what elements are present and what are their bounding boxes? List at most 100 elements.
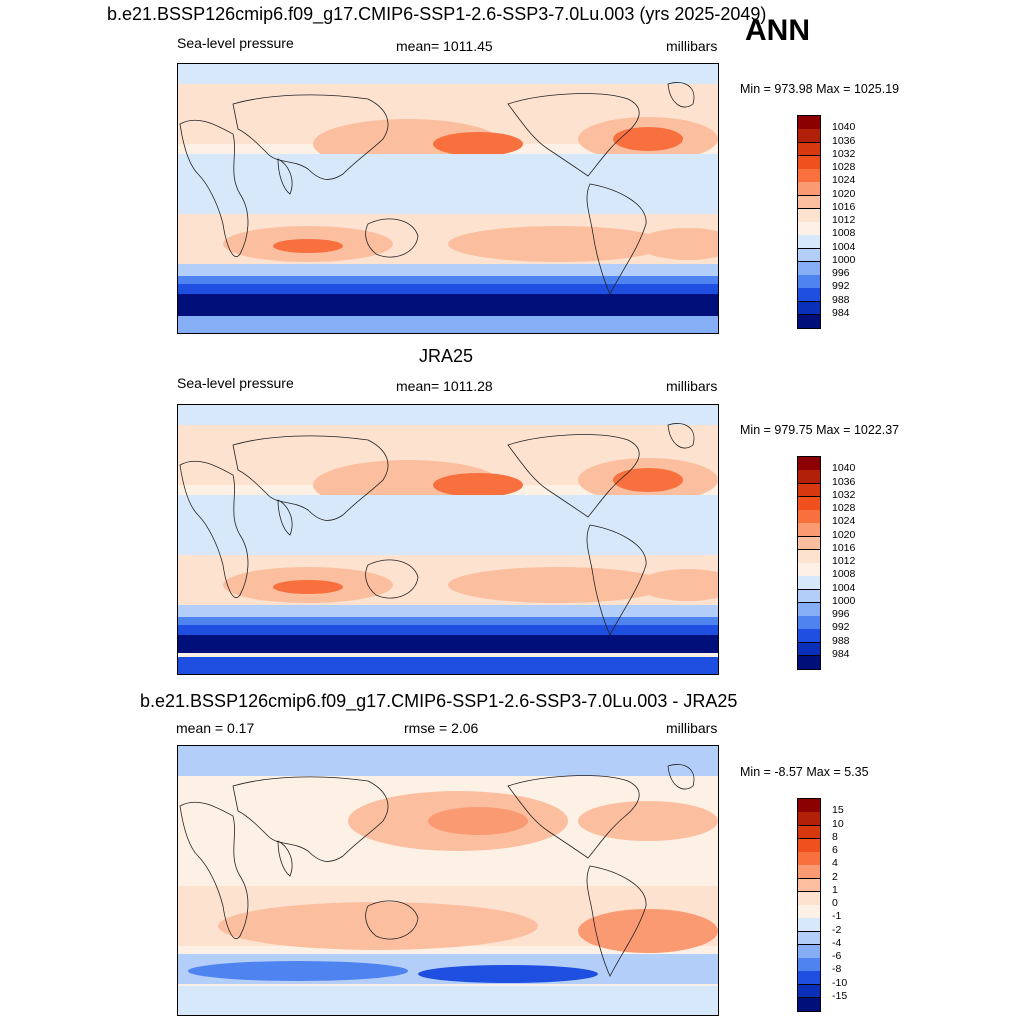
colorbar-swatch [798, 616, 820, 630]
panel3-colorbar [797, 798, 821, 1012]
azores-high-core [613, 468, 683, 492]
colorbar-swatch [798, 642, 820, 657]
colorbar-tick-label: 10 [832, 817, 844, 830]
south-pacific-high [448, 567, 668, 603]
colorbar-tick-label: 996 [832, 608, 850, 620]
pacific-high-core [433, 473, 523, 497]
colorbar-swatch [798, 602, 820, 617]
colorbar-tick-label: 1028 [832, 502, 856, 514]
colorbar-tick-label: 992 [832, 621, 850, 634]
colorbar-swatch [798, 997, 820, 1012]
colorbar-swatch [798, 510, 820, 524]
south-atlantic-high [638, 228, 718, 260]
colorbar-swatch [798, 261, 820, 276]
colorbar-swatch [798, 812, 820, 826]
colorbar-tick-label: -4 [832, 936, 842, 949]
colorbar-tick-label: 4 [832, 857, 838, 870]
colorbar-tick-label: -10 [832, 976, 848, 989]
coastlines [179, 82, 695, 295]
colorbar-swatch [798, 958, 820, 972]
arctic-negative-band [178, 746, 718, 776]
colorbar-swatch [798, 576, 820, 590]
colorbar-swatch [798, 918, 820, 932]
panel2-minmax: Min = 979.75 Max = 1022.37 [740, 423, 900, 437]
indian-high-core [273, 580, 343, 594]
colorbar-swatch [798, 142, 820, 157]
colorbar-tick-label: 1024 [832, 515, 856, 528]
panel1-minmax: Min = 973.98 Max = 1025.19 [740, 82, 900, 96]
panel2-title: JRA25 [419, 346, 474, 366]
colorbar-swatch [798, 523, 820, 537]
colorbar-swatch [798, 483, 820, 498]
southern-gradient-1 [178, 605, 718, 617]
antarctic-band [178, 657, 718, 674]
colorbar-tick-label: 15 [832, 804, 844, 817]
southern-gradient-3 [178, 625, 718, 635]
south-pacific-high [448, 226, 668, 262]
colorbar-tick-label: -2 [832, 923, 842, 936]
panel2-colorbar [797, 456, 821, 670]
colorbar-tick-label: 992 [832, 280, 850, 293]
south-atlantic-positive [578, 909, 718, 953]
colorbar-swatch [798, 905, 820, 919]
south-atlantic-high [638, 569, 718, 601]
colorbar-swatch [798, 195, 820, 210]
colorbar-tick-label: 1032 [832, 488, 856, 501]
colorbar-swatch [798, 169, 820, 183]
antarctic-band [178, 316, 718, 333]
colorbar-swatch [798, 208, 820, 223]
colorbar-swatch [798, 563, 820, 577]
panel2-mean-label: mean= 1011.28 [396, 378, 493, 394]
colorbar-swatch [798, 838, 820, 853]
colorbar-swatch [798, 549, 820, 564]
colorbar-swatch [798, 629, 820, 643]
panel2-map [177, 404, 719, 675]
colorbar-swatch [798, 129, 820, 143]
colorbar-tick-label: -15 [832, 989, 848, 1002]
panel1-left-label: Sea-level pressure [177, 35, 294, 51]
antarctic-band [178, 986, 718, 1015]
colorbar-tick-label: 1032 [832, 147, 856, 160]
indian-high-core [273, 239, 343, 253]
colorbar-swatch [798, 655, 820, 670]
panel3-units-label: millibars [666, 720, 718, 736]
panel1-map [177, 63, 719, 334]
colorbar-tick-label: 2 [832, 870, 838, 883]
colorbar-tick-label: 988 [832, 634, 850, 647]
colorbar-tick-label: 988 [832, 293, 850, 306]
panel2-contour-plot [178, 405, 718, 674]
colorbar-tick-label: 1004 [832, 240, 856, 253]
colorbar-swatch [798, 288, 820, 302]
colorbar-swatch [798, 301, 820, 316]
colorbar-swatch [798, 825, 820, 840]
colorbar-tick-label: 1028 [832, 161, 856, 173]
colorbar-swatch [798, 155, 820, 170]
colorbar-tick-label: 1004 [832, 581, 856, 594]
panel3-minmax: Min = -8.57 Max = 5.35 [740, 765, 869, 779]
colorbar-tick-label: 1040 [832, 121, 856, 134]
panel3-map [177, 745, 719, 1016]
tropical-low-band [178, 495, 718, 555]
colorbar-swatch [798, 589, 820, 604]
panel1-contour-plot [178, 64, 718, 333]
coastlines [179, 423, 695, 636]
north-pacific-positive-core [428, 807, 528, 835]
colorbar-tick-label: 1012 [832, 555, 856, 567]
colorbar-tick-label: -1 [832, 910, 842, 923]
panel2-left-label: Sea-level pressure [177, 375, 294, 391]
colorbar-tick-label: 996 [832, 267, 850, 279]
colorbar-swatch [798, 878, 820, 893]
southern-positive-ring [218, 902, 538, 950]
panel3-mean-label: mean = 0.17 [176, 720, 255, 736]
colorbar-tick-label: 1000 [832, 594, 856, 607]
colorbar-tick-label: 1016 [832, 541, 856, 554]
tropical-low-band [178, 154, 718, 214]
colorbar-swatch [798, 971, 820, 985]
colorbar-swatch [798, 891, 820, 906]
north-atlantic-positive [578, 801, 718, 841]
colorbar-tick-label: 1008 [832, 227, 856, 240]
panel1-mean-label: mean= 1011.45 [396, 38, 493, 54]
coastlines [179, 764, 695, 977]
colorbar-tick-label: 1008 [832, 568, 856, 581]
colorbar-swatch [798, 182, 820, 196]
